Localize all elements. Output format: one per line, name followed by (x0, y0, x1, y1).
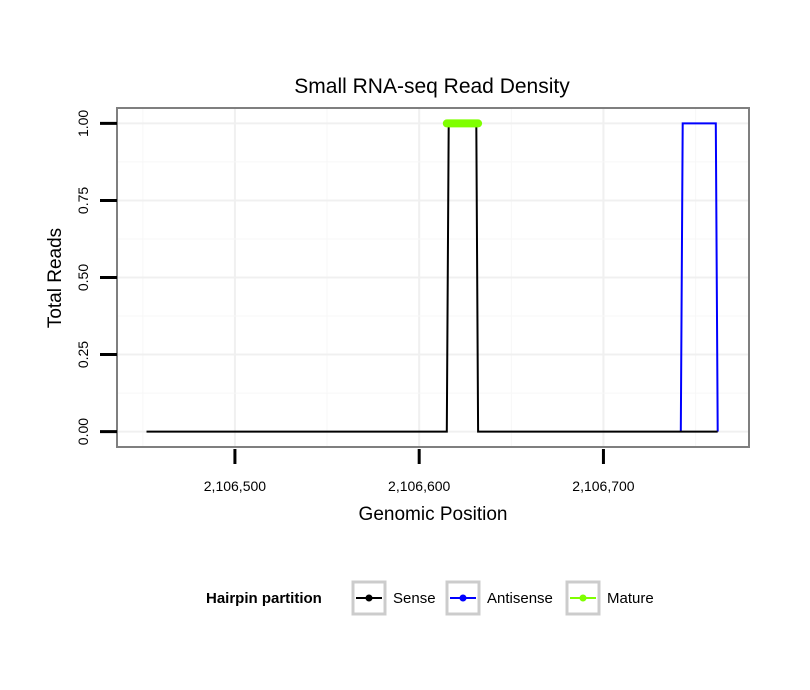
x-tick-label: 2,106,700 (572, 478, 634, 494)
y-tick-label: 0.25 (75, 341, 91, 368)
grid-lines (117, 108, 749, 447)
y-tick-label: 1.00 (75, 110, 91, 137)
y-tick-label: 0.75 (75, 187, 91, 214)
plot-panel (116, 107, 750, 448)
y-axis-label: Total Reads (45, 228, 66, 328)
legend-key-dot (459, 594, 467, 602)
legend-label: Antisense (487, 590, 553, 607)
data-series (146, 119, 719, 433)
x-tick-label: 2,106,600 (388, 478, 450, 494)
legend-label: Sense (393, 590, 436, 607)
legend: Hairpin partition Sense Antisense Mature (206, 580, 654, 616)
chart-title: Small RNA-seq Read Density (294, 75, 570, 98)
legend-item-mature: Mature (565, 580, 654, 616)
legend-key-dot (365, 594, 373, 602)
legend-item-sense: Sense (351, 580, 436, 616)
legend-item-antisense: Antisense (445, 580, 553, 616)
legend-title: Hairpin partition (206, 590, 322, 607)
y-tick-label: 0.00 (75, 418, 91, 445)
legend-label: Mature (607, 590, 654, 607)
x-tick-label: 2,106,500 (204, 478, 266, 494)
x-axis: 2,106,500 2,106,600 2,106,700 (204, 449, 635, 494)
y-tick-label: 0.50 (75, 264, 91, 291)
x-axis-label: Genomic Position (359, 504, 508, 525)
legend-key-dot (579, 594, 587, 602)
series-line-antisense (679, 122, 719, 432)
y-axis: 0.00 0.25 0.50 0.75 1.00 (75, 110, 117, 445)
